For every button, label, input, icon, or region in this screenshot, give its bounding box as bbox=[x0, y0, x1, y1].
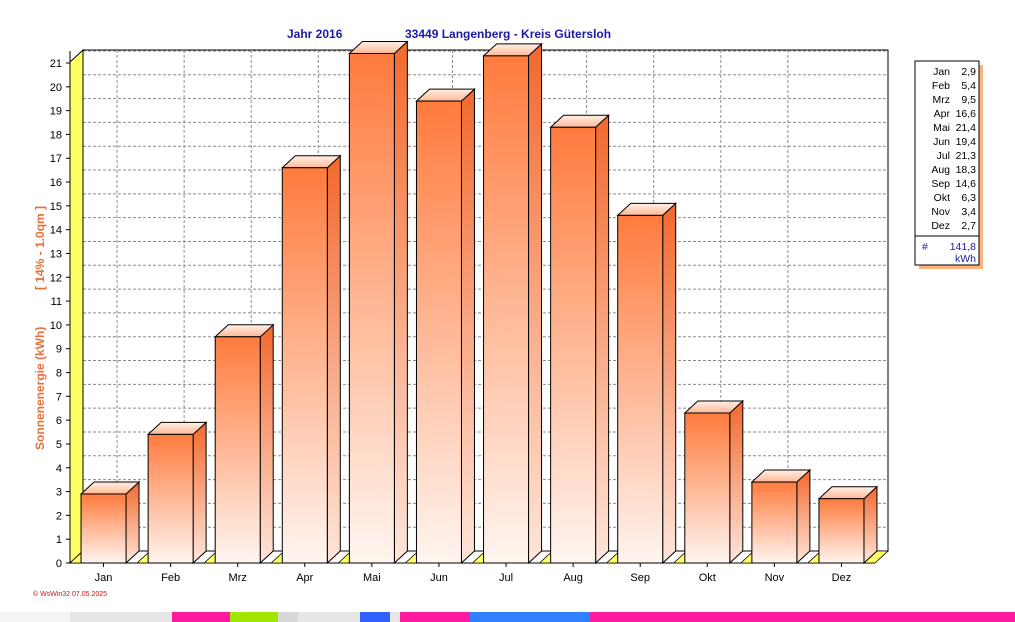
y-tick-label: 19 bbox=[50, 106, 62, 118]
legend-value-mrz: 9,5 bbox=[961, 94, 976, 106]
legend-month-jan: Jan bbox=[933, 66, 950, 78]
legend-value-aug: 18,3 bbox=[956, 164, 977, 176]
bar-jun bbox=[415, 100, 462, 564]
legend-month-jun: Jun bbox=[933, 136, 950, 148]
legend-value-sep: 14,6 bbox=[956, 178, 977, 190]
bar-jan bbox=[80, 493, 127, 564]
x-tick-label: Sep bbox=[630, 572, 650, 584]
y-tick-label: 6 bbox=[56, 415, 62, 427]
y-tick-label: 16 bbox=[50, 177, 62, 189]
y-tick-label: 14 bbox=[50, 225, 62, 237]
legend-value-jan: 2,9 bbox=[961, 66, 976, 78]
legend-value-jul: 21,3 bbox=[956, 150, 977, 162]
bar-side-mai bbox=[393, 40, 408, 565]
legend-month-dez: Dez bbox=[931, 220, 950, 232]
y-tick-label: 7 bbox=[56, 391, 62, 403]
legend-value-apr: 16,6 bbox=[956, 108, 977, 120]
x-tick-label: Jan bbox=[95, 572, 113, 584]
legend-value-okt: 6,3 bbox=[961, 192, 976, 204]
legend-total-symbol: # bbox=[922, 241, 928, 253]
bar-side-feb bbox=[192, 421, 207, 565]
y-axis-sublabel: [ 14% - 1.0qm ] bbox=[33, 206, 47, 290]
legend-month-aug: Aug bbox=[931, 164, 950, 176]
legend-box: Jan 2,9 Feb 5,4 Mrz 9,5 Apr 16,6 Mai 21,4 Jun 19,4 J… bbox=[914, 60, 983, 269]
y-tick-label: 3 bbox=[56, 487, 62, 499]
legend-value-mai: 21,4 bbox=[956, 122, 977, 134]
x-tick-label: Feb bbox=[161, 572, 180, 584]
y-tick-label: 20 bbox=[50, 82, 62, 94]
legend-month-nov: Nov bbox=[931, 206, 950, 218]
bar-mrz bbox=[214, 336, 261, 564]
y-tick-label: 18 bbox=[50, 129, 62, 141]
bar-side-jun bbox=[460, 87, 475, 565]
x-tick-label: Jun bbox=[430, 572, 448, 584]
legend-frame bbox=[914, 60, 980, 266]
y-axis-label: Sonnenenergie (kWh) bbox=[33, 327, 47, 450]
chart-title-year: Jahr 2016 bbox=[287, 27, 343, 41]
x-tick-label: Aug bbox=[563, 572, 583, 584]
x-tick-label: Mrz bbox=[229, 572, 247, 584]
x-tick-label: Dez bbox=[832, 572, 852, 584]
y-tick-label: 11 bbox=[51, 296, 62, 308]
y-tick-label: 10 bbox=[50, 320, 62, 332]
bar-sep bbox=[617, 214, 664, 564]
bar-side-sep bbox=[662, 202, 677, 565]
plot-side-wall bbox=[69, 48, 84, 565]
legend-total-unit: kWh bbox=[955, 253, 976, 265]
bar-side-okt bbox=[729, 399, 744, 565]
legend-month-sep: Sep bbox=[931, 178, 950, 190]
y-tick-label: 13 bbox=[50, 248, 62, 260]
y-tick-label: 21 bbox=[50, 58, 62, 70]
x-tick-label: Okt bbox=[699, 572, 716, 584]
legend-month-jul: Jul bbox=[937, 150, 950, 162]
bar-side-nov bbox=[796, 468, 811, 565]
legend-value-jun: 19,4 bbox=[956, 136, 977, 148]
x-tick-label: Jul bbox=[499, 572, 513, 584]
bar-nov bbox=[751, 481, 798, 564]
bar-dez bbox=[818, 498, 865, 564]
y-tick-label: 15 bbox=[50, 201, 62, 213]
bar-aug bbox=[550, 126, 597, 564]
bar-side-aug bbox=[595, 114, 610, 565]
bar-mai bbox=[348, 52, 395, 564]
y-tick-label: 9 bbox=[56, 344, 62, 356]
bar-apr bbox=[281, 167, 328, 564]
legend-month-mai: Mai bbox=[933, 122, 950, 134]
bottom-window-strip bbox=[0, 612, 1015, 622]
legend-value-dez: 2,7 bbox=[961, 220, 976, 232]
legend-value-feb: 5,4 bbox=[961, 80, 976, 92]
y-tick-label: 1 bbox=[56, 534, 62, 546]
y-tick-label: 0 bbox=[56, 558, 62, 570]
legend-value-nov: 3,4 bbox=[961, 206, 976, 218]
bar-side-apr bbox=[326, 154, 341, 565]
y-tick-label: 2 bbox=[56, 510, 62, 522]
y-tick-label: 8 bbox=[56, 368, 62, 380]
legend-month-apr: Apr bbox=[934, 108, 951, 120]
legend-month-okt: Okt bbox=[934, 192, 950, 204]
y-tick-label: 17 bbox=[50, 153, 62, 165]
bar-feb bbox=[147, 433, 194, 564]
legend-month-feb: Feb bbox=[932, 80, 950, 92]
y-tick-label: 4 bbox=[56, 463, 62, 475]
x-tick-label: Nov bbox=[765, 572, 785, 584]
legend-total-value: 141,8 bbox=[950, 241, 976, 253]
bar-side-mrz bbox=[259, 323, 274, 565]
bar-side-jan bbox=[125, 480, 140, 565]
footer-credit: © WsWin32 07.05.2025 bbox=[33, 590, 107, 598]
legend-month-mrz: Mrz bbox=[933, 94, 951, 106]
bar-jul bbox=[483, 55, 530, 564]
bar-okt bbox=[684, 412, 731, 564]
y-tick-label: 5 bbox=[56, 439, 62, 451]
y-tick-label: 12 bbox=[50, 272, 62, 284]
chart-title-location: 33449 Langenberg - Kreis Gütersloh bbox=[405, 27, 611, 41]
bar-side-jul bbox=[528, 42, 543, 565]
bar-side-dez bbox=[863, 485, 878, 565]
x-tick-label: Apr bbox=[296, 572, 313, 584]
x-tick-label: Mai bbox=[363, 572, 381, 584]
